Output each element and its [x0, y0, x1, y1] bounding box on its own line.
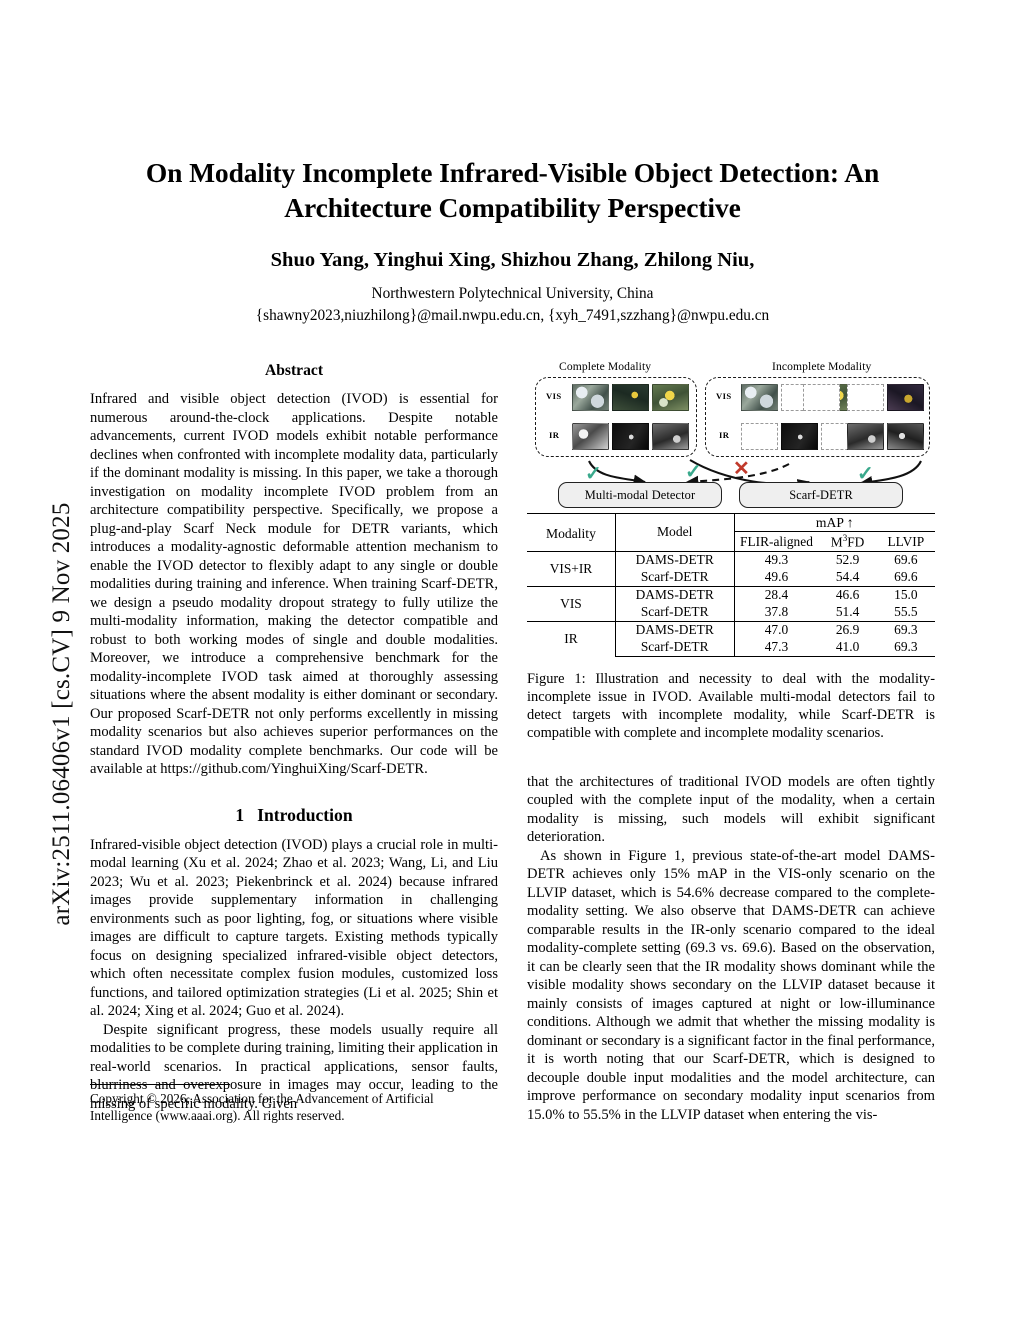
table-row: Scarf-DETR 49.6 54.4 69.6 — [527, 568, 935, 587]
figure-1-caption: Figure 1: Illustration and necessity to … — [527, 670, 935, 742]
check-icon: ✓ — [685, 461, 702, 483]
cell-llvip: 69.3 — [876, 638, 935, 657]
cell-modality: IR — [527, 620, 616, 657]
cell-flir: 49.3 — [734, 550, 819, 569]
right-paragraph-1: that the architectures of traditional IV… — [527, 773, 935, 846]
thumbnail-ir — [781, 423, 818, 450]
paper-page: On Modality Incomplete Infrared-Visible … — [90, 0, 935, 1325]
thumbnail-ir — [887, 423, 924, 450]
incomplete-row-label-ir: IR — [719, 430, 730, 440]
cell-m3fd: 41.0 — [818, 638, 877, 657]
cell-model: Scarf-DETR — [615, 638, 735, 657]
right-column: Complete Modality Incomplete Modality VI… — [527, 358, 935, 1124]
affiliation: Northwestern Polytechnical University, C… — [371, 284, 654, 302]
cell-model: Scarf-DETR — [615, 603, 735, 622]
table-header-row-2: FLIR-aligned M3FD LLVIP — [527, 532, 935, 551]
thumbnail-vis — [652, 384, 689, 411]
cell-model: DAMS-DETR — [615, 585, 735, 604]
section-title: Introduction — [257, 804, 353, 825]
cell-model: Scarf-DETR — [615, 568, 735, 587]
cell-m3fd: 51.4 — [835, 604, 860, 620]
thumbnail-vis — [741, 384, 778, 411]
thumbnail-ir — [652, 423, 689, 450]
right-paragraph-2: As shown in Figure 1, previous state-of-… — [527, 847, 935, 1123]
figure-1-canvas: Complete Modality Incomplete Modality VI… — [527, 360, 935, 508]
results-table: Modality Model mAP ↑ FLIR-aligned M3FD L… — [527, 512, 935, 657]
header-m3fd: M3FD — [830, 532, 865, 550]
thumbnail-vis — [612, 384, 649, 411]
cell-llvip: 69.6 — [894, 569, 918, 585]
header-map: mAP ↑ — [734, 512, 935, 533]
table-row: VIS+IR DAMS-DETR 49.3 52.9 69.6 — [527, 550, 935, 587]
thumbnail-missing — [847, 384, 884, 411]
incomplete-row-label-vis: VIS — [716, 391, 732, 401]
cell-flir: 49.6 — [764, 569, 789, 585]
table-row: IR DAMS-DETR 47.0 26.9 69.3 — [527, 620, 935, 657]
header-flir-aligned: FLIR-aligned — [740, 533, 813, 549]
figure-label-complete-modality: Complete Modality — [559, 360, 652, 373]
left-column: Abstract Infrared and visible object det… — [90, 358, 498, 1124]
footnote-text: Copyright © 2026, Association for the Ad… — [90, 1090, 434, 1123]
figure-label-incomplete-modality: Incomplete Modality — [772, 360, 872, 373]
cell-flir: 47.0 — [734, 620, 819, 639]
thumbnail-missing — [741, 423, 778, 450]
cell-llvip: 15.0 — [876, 585, 935, 604]
cell-m3fd: 52.9 — [818, 550, 877, 569]
thumbnail-ir — [847, 423, 884, 450]
header-model: Model — [615, 513, 735, 552]
table-row: VIS DAMS-DETR 28.4 46.6 15.0 — [527, 585, 935, 622]
thumbnail-ir — [572, 423, 609, 450]
cell-llvip: 69.3 — [876, 620, 935, 639]
section-heading-introduction: 1 Introduction — [90, 805, 498, 826]
arxiv-stamp: arXiv:2511.06406v1 [cs.CV] 9 Nov 2025 — [48, 502, 75, 926]
table-row: Scarf-DETR 37.8 51.4 55.5 — [527, 603, 935, 622]
thumbnail-vis — [887, 384, 924, 411]
copyright-footnote: Copyright © 2026, Association for the Ad… — [90, 1083, 498, 1124]
two-column-body: Abstract Infrared and visible object det… — [90, 358, 935, 1124]
complete-row-label-vis: VIS — [546, 391, 562, 401]
section-number: 1 — [235, 804, 245, 825]
cell-m3fd: 54.4 — [835, 569, 860, 585]
cell-flir: 47.3 — [734, 638, 819, 657]
figure-1: Complete Modality Incomplete Modality VI… — [527, 360, 935, 743]
table-row: Scarf-DETR 47.3 41.0 69.3 — [527, 638, 935, 657]
footnote-rule — [90, 1083, 230, 1085]
complete-row-label-ir: IR — [549, 430, 560, 440]
intro-paragraph-2: Despite significant progress, these mode… — [90, 1021, 498, 1112]
abstract-text: Infrared and visible object detection (I… — [90, 391, 498, 777]
thumbnail-vis — [572, 384, 609, 411]
abstract-heading: Abstract — [264, 362, 324, 379]
cell-m3fd: 26.9 — [818, 620, 877, 639]
check-icon: ✓ — [585, 463, 602, 485]
cell-flir: 37.8 — [764, 604, 789, 620]
cross-icon: ✕ — [733, 458, 750, 480]
cell-model: DAMS-DETR — [615, 550, 735, 569]
header-modality: Modality — [527, 513, 616, 552]
cell-modality: VIS — [527, 585, 616, 622]
cell-m3fd: 46.6 — [818, 585, 877, 604]
author-list: Shuo Yang, Yinghui Xing, Shizhou Zhang, … — [270, 249, 755, 272]
cell-modality: VIS+IR — [527, 550, 616, 587]
cell-model: DAMS-DETR — [615, 620, 735, 639]
thumbnail-ir — [612, 423, 649, 450]
thumbnail-missing — [803, 384, 840, 411]
cell-llvip: 69.6 — [876, 550, 935, 569]
cell-llvip: 55.5 — [894, 604, 918, 620]
page-title: On Modality Incomplete Infrared-Visible … — [145, 157, 880, 223]
check-icon: ✓ — [857, 463, 874, 485]
multi-modal-detector-box: Multi-modal Detector — [558, 482, 722, 508]
header-llvip: LLVIP — [887, 533, 925, 549]
intro-paragraph-1: Infrared-visible object detection (IVOD)… — [90, 836, 498, 1020]
author-emails: {shawny2023,niuzhilong}@mail.nwpu.edu.cn… — [255, 306, 770, 324]
table-header-row-1: Modality Model mAP ↑ — [527, 512, 935, 552]
scarf-detr-box: Scarf-DETR — [739, 482, 903, 508]
cell-flir: 28.4 — [734, 585, 819, 604]
